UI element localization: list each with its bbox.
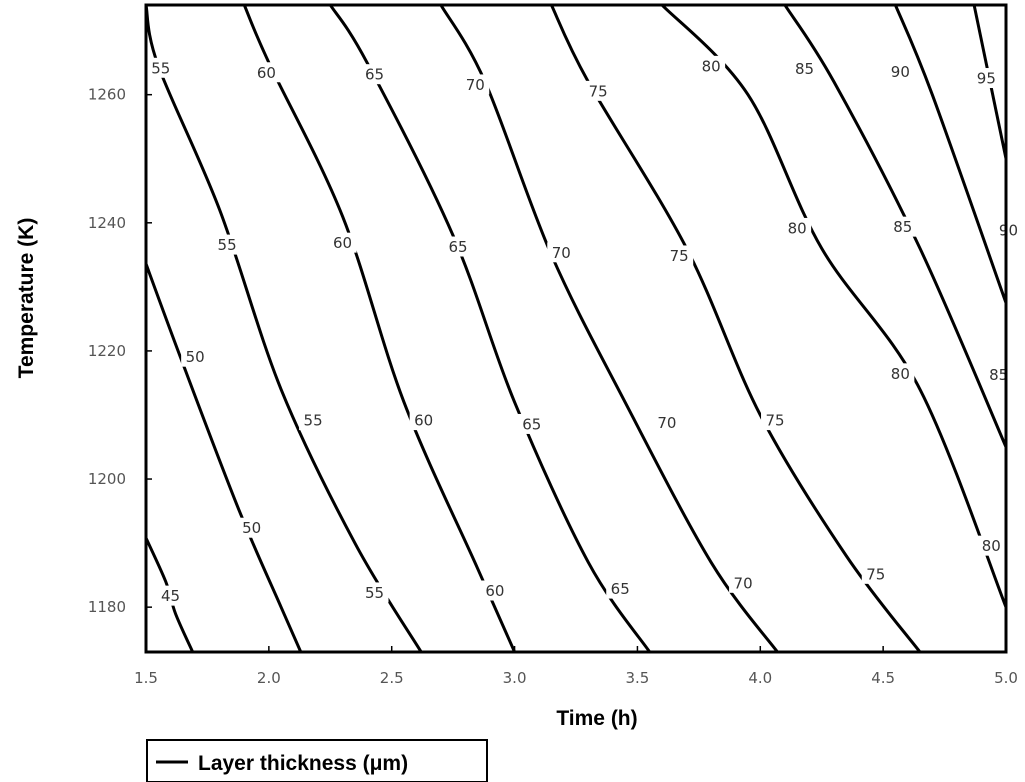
y-tick-label: 1240: [88, 214, 126, 232]
contour-label-55: 55: [304, 412, 323, 430]
contour-label-90: 90: [891, 63, 910, 81]
contour-label-80: 80: [891, 365, 910, 383]
contour-label-bg: [156, 585, 185, 606]
contour-label-bg: [547, 242, 576, 263]
contour-label-bg: [977, 535, 1006, 556]
contour-line-50: [146, 263, 303, 652]
contour-label-65: 65: [522, 415, 541, 433]
contour-line-80: [660, 5, 1006, 608]
contour-label-85: 85: [893, 218, 912, 236]
contour-label-75: 75: [765, 412, 784, 430]
contour-label-bg: [237, 517, 266, 538]
contour-lines: [146, 5, 1006, 652]
x-tick-label: 4.0: [748, 669, 772, 687]
contour-label-45: 45: [161, 587, 180, 605]
contour-line-75: [550, 5, 922, 652]
y-tick-label: 1260: [88, 86, 126, 104]
contour-label-bg: [994, 219, 1023, 240]
x-tick-label: 3.5: [625, 669, 649, 687]
contour-label-70: 70: [734, 574, 753, 592]
contour-label-bg: [181, 346, 210, 367]
y-tick-label: 1200: [88, 470, 126, 488]
contour-label-bg: [584, 80, 613, 101]
contour-label-70: 70: [466, 76, 485, 94]
x-tick-label: 5.0: [994, 669, 1018, 687]
contour-label-60: 60: [485, 582, 504, 600]
contour-label-bg: [444, 236, 473, 257]
contour-label-75: 75: [589, 82, 608, 100]
contour-label-50: 50: [186, 348, 205, 366]
legend-box: [146, 739, 488, 782]
y-tick-label: 1220: [88, 342, 126, 360]
contour-label-65: 65: [611, 580, 630, 598]
contour-line-65: [329, 5, 651, 652]
contour-label-bg: [461, 74, 490, 95]
contour-label-bg: [886, 363, 915, 384]
contour-label-85: 85: [795, 60, 814, 78]
contour-label-bg: [652, 412, 681, 433]
contour-label-55: 55: [365, 584, 384, 602]
plot-frame: [144, 3, 1008, 654]
contour-label-75: 75: [866, 565, 885, 583]
legend-label: Layer thickness (μm): [198, 752, 408, 775]
contour-label-bg: [790, 58, 819, 79]
x-tick-label: 3.0: [503, 669, 527, 687]
contour-label-bg: [783, 217, 812, 238]
contour-label-bg: [761, 410, 790, 431]
contour-label-bg: [328, 232, 357, 253]
contour-label-bg: [252, 62, 281, 83]
contour-label-75: 75: [670, 247, 689, 265]
contour-line-90: [894, 5, 1006, 304]
contour-line-70: [439, 5, 779, 652]
y-axis: 1180 1200 1220 1240 1260: [88, 86, 152, 616]
contour-label-70: 70: [657, 414, 676, 432]
y-tick-label: 1180: [88, 598, 126, 616]
contour-label-65: 65: [365, 66, 384, 84]
contour-label-bg: [606, 578, 635, 599]
contour-line-85: [783, 5, 1006, 448]
legend: Layer thickness (μm): [146, 739, 488, 782]
contour-label-90: 90: [999, 221, 1018, 239]
contour-line-60: [242, 5, 516, 652]
contour-label-bg: [886, 61, 915, 82]
contour-label-bg: [213, 234, 242, 255]
x-tick-label: 1.5: [134, 669, 158, 687]
contour-label-bg: [360, 64, 389, 85]
contour-label-bg: [299, 410, 328, 431]
contour-label-80: 80: [788, 219, 807, 237]
contour-label-bg: [972, 68, 1001, 89]
contour-label-70: 70: [552, 244, 571, 262]
contour-label-bg: [665, 245, 694, 266]
contour-label-bg: [888, 216, 917, 237]
contour-labels: 45 50 50 55 55 55 55 60 60 60 60 65 65 65 65 70 70 70 70 75…: [146, 55, 1023, 606]
contour-label-85: 85: [989, 366, 1008, 384]
contour-label-55: 55: [218, 236, 237, 254]
contour-label-bg: [729, 572, 758, 593]
contour-label-bg: [697, 55, 726, 76]
contour-label-bg: [360, 582, 389, 603]
contour-label-60: 60: [414, 412, 433, 430]
x-tick-label: 2.0: [257, 669, 281, 687]
contour-label-55: 55: [151, 59, 170, 77]
contour-label-60: 60: [257, 64, 276, 82]
x-axis: 1.5 2.0 2.5 3.0 3.5 4.0 4.5 5.0: [134, 646, 1018, 687]
contour-label-80: 80: [702, 57, 721, 75]
contour-label-95: 95: [977, 70, 996, 88]
contour-label-bg: [517, 413, 546, 434]
contour-label-bg: [409, 410, 438, 431]
contour-label-65: 65: [449, 238, 468, 256]
x-axis-title: Time (h): [556, 707, 637, 730]
contour-label-bg: [480, 580, 509, 601]
contour-label-80: 80: [982, 537, 1001, 555]
contour-label-50: 50: [242, 519, 261, 537]
contour-label-bg: [146, 57, 175, 78]
x-tick-label: 2.5: [380, 669, 404, 687]
y-axis-title: Temperature (K): [15, 218, 38, 379]
contour-label-60: 60: [333, 234, 352, 252]
x-tick-label: 4.5: [871, 669, 895, 687]
contour-label-bg: [861, 563, 890, 584]
